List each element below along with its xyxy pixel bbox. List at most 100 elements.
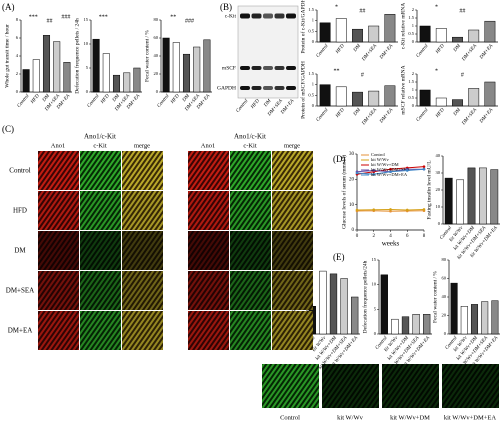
point [372,172,376,176]
bar [484,81,496,107]
bar [423,314,431,335]
blot-band [263,86,273,90]
x-tick-label: Control [416,107,430,122]
micrograph [230,311,271,350]
significance: ## [47,18,53,24]
y-tick-label: 10 [372,282,377,287]
x-tick-label: DM [452,43,462,54]
micrograph-row-label: DM+EA [8,327,33,335]
y-tick-label: 20 [442,313,447,318]
bar [133,67,141,93]
bar [53,41,61,93]
blot-band [251,13,262,19]
micrograph [122,191,163,230]
bar [329,273,338,335]
y-tick-label: 1.5 [408,79,414,84]
x-tick-label: Control [87,93,101,108]
micrograph [230,151,271,190]
x-tick-label: DM [452,107,462,118]
y-tick-label: 0 [312,103,315,108]
y-tick-label: 0.5 [408,95,414,100]
micrograph-label: Control [280,414,300,421]
x-tick-label: DM+EA [379,107,395,125]
micrograph-column: Ano1 [51,142,65,149]
significance: # [361,72,364,78]
legend-label: kit W/Wv+DM+SEA [371,167,410,172]
bar [468,88,480,107]
bar [470,304,479,335]
blot-lane-label: Control [236,98,250,113]
x-tick-label: Control [17,93,31,108]
micrograph [272,151,313,190]
panel-label: (D) [333,154,346,164]
y-tick-label: 8 [16,17,19,22]
x-tick-label: DM+SEA [461,107,479,127]
x-tick-label: HFD [170,94,181,106]
bar [102,53,110,93]
x-tick-label: 4 [389,234,392,239]
x-tick-label: DM [352,43,362,54]
micrograph [442,364,499,408]
x-tick-label: DM+EA [479,107,495,125]
y-tick-label: 0 [444,331,447,336]
y-axis-label: Protein of c-Kit/GAPDH [299,0,306,54]
bar [419,89,431,107]
bar [435,97,447,107]
blot-band [263,66,273,70]
y-axis-label: Fecal water content / % [144,30,150,82]
point [422,165,426,168]
bar [419,25,431,43]
blot-band [274,86,285,90]
point [389,170,392,174]
y-tick-label: 1 [412,87,414,92]
y-tick-label: 1.5 [308,7,314,12]
x-tick-label: DM [41,93,51,104]
point [355,208,359,212]
bar [319,270,327,335]
bar [112,74,121,93]
x-tick-label: HFD [435,44,446,56]
y-tick-label: 15 [372,257,377,262]
x-tick-label: DM+SEA [361,43,379,63]
micrograph [188,191,229,230]
y-tick-label: 10 [436,204,441,209]
bar [352,91,363,107]
micrograph [122,151,163,190]
micrograph [322,364,379,408]
panel-label: (C) [2,124,14,134]
bar [368,25,380,43]
micrograph-row-label: HFD [13,207,27,215]
x-tick-label: HFD [435,108,446,120]
blot-band [263,13,273,19]
blot-band [286,13,296,19]
bar [42,35,51,93]
bar [172,42,180,93]
significance: * [435,68,438,74]
point [389,167,392,171]
micrograph [122,271,163,310]
micrograph [382,364,439,408]
micrograph [188,151,229,190]
significance: *** [29,14,38,20]
y-tick-label: 20 [349,177,355,182]
y-tick-label: 60 [442,276,447,281]
y-axis-label: Whole gut transit time / hour [4,24,10,88]
legend-label: kit W/Wv+DM [371,162,399,167]
significance: * [335,4,338,10]
micrograph-row-label: DM+SEA [6,287,34,295]
x-tick-label: HFD [335,108,346,120]
y-tick-label: 40 [436,153,441,158]
micrograph [188,271,229,310]
y-tick-label: 30 [436,170,441,175]
bar [401,316,410,335]
bar [193,46,201,93]
blot-lane-label: DM [263,98,273,109]
micrograph [38,151,79,190]
bar [490,169,499,225]
micrograph-row-label: Control [9,167,30,175]
y-tick-label: 0.5 [308,28,314,33]
x-tick-label: DM+EA [379,43,395,61]
bar [491,300,499,335]
point [389,208,392,211]
